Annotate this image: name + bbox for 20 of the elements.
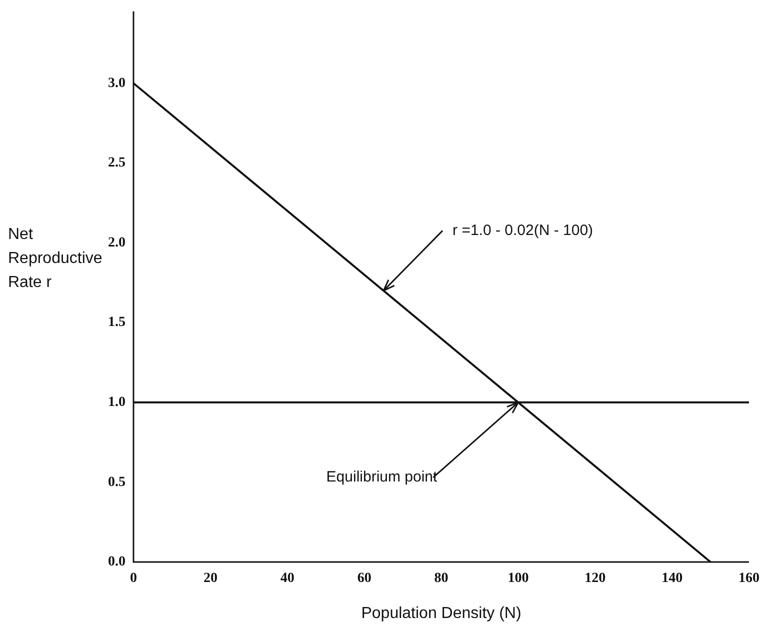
y-axis-title: Net Reproductive Rate r — [8, 226, 102, 292]
x-tick-label: 80 — [434, 571, 448, 586]
x-tick-label: 100 — [508, 571, 529, 586]
y-tick-label: 3.0 — [108, 76, 126, 91]
x-tick-label: 120 — [584, 571, 606, 586]
annotation: r =1.0 - 0.02(N - 100) — [452, 222, 594, 239]
y-tick-label: 0.5 — [108, 474, 126, 490]
x-tick-label: 140 — [662, 571, 683, 586]
x-axis-title: Population Density (N) — [361, 604, 522, 622]
y-tick-label: 2.5 — [108, 156, 126, 171]
x-tick-label: 160 — [738, 571, 760, 586]
y-tick-label: 1.0 — [108, 395, 126, 410]
y-tick-label: 0.0 — [108, 554, 126, 570]
x-tick-label: 0 — [130, 571, 137, 586]
y-tick-label: 1.5 — [108, 315, 126, 330]
y-tick-label: 2.0 — [108, 235, 126, 250]
x-tick-label: 60 — [357, 571, 372, 586]
annotation: Equilibrium point — [326, 468, 438, 486]
x-tick-label: 20 — [203, 571, 218, 586]
x-tick-label: 40 — [280, 571, 294, 586]
